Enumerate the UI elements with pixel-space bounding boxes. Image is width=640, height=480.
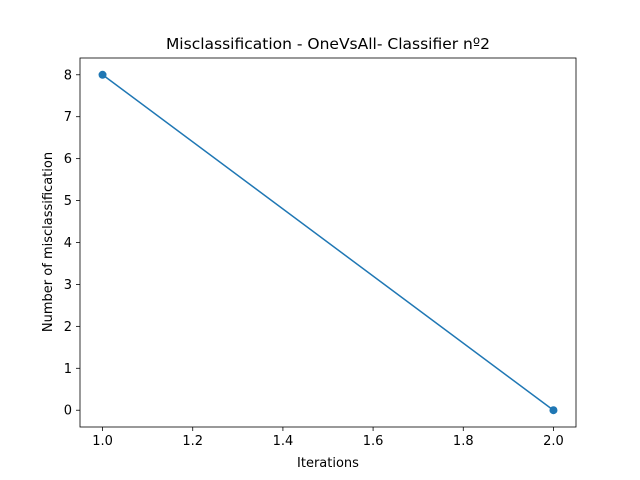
x-tick-label: 1.8 [453,434,474,449]
series-line [102,74,554,411]
x-axis-label: Iterations [297,456,359,471]
plot-area: 1.0 1.2 1.4 1.6 1.8 2.0 0 1 2 3 4 5 6 7 8 [64,57,577,449]
data-point [98,70,107,79]
x-tick-label: 1.6 [363,434,384,449]
x-tick-label: 1.4 [273,434,294,449]
data-point [549,406,558,415]
y-tick-label: 3 [64,278,72,293]
chart-title: Misclassification - OneVsAll- Classifier… [166,35,490,53]
y-tick-label: 2 [64,320,72,335]
y-tick-label: 0 [64,404,72,419]
x-tick-label: 1.0 [92,434,113,449]
y-axis-label: Number of misclassification [41,152,56,332]
y-tick-label: 6 [64,152,72,167]
y-tick-label: 8 [64,68,72,83]
y-tick-label: 1 [64,362,72,377]
x-tick-label: 2.0 [543,434,564,449]
x-tick-label: 1.2 [182,434,203,449]
y-tick-label: 7 [64,110,72,125]
y-tick-label: 5 [64,194,72,209]
y-tick-label: 4 [64,236,72,251]
axes-frame [79,57,577,428]
